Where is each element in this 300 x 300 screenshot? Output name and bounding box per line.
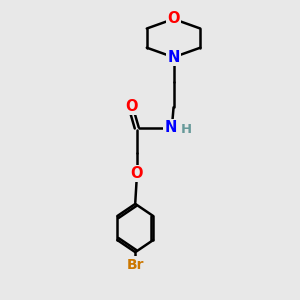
Text: N: N <box>164 120 177 135</box>
Text: H: H <box>180 123 191 136</box>
Text: O: O <box>130 166 143 181</box>
Text: O: O <box>125 99 138 114</box>
Text: N: N <box>167 50 180 65</box>
Text: O: O <box>167 11 180 26</box>
Text: Br: Br <box>127 257 144 272</box>
